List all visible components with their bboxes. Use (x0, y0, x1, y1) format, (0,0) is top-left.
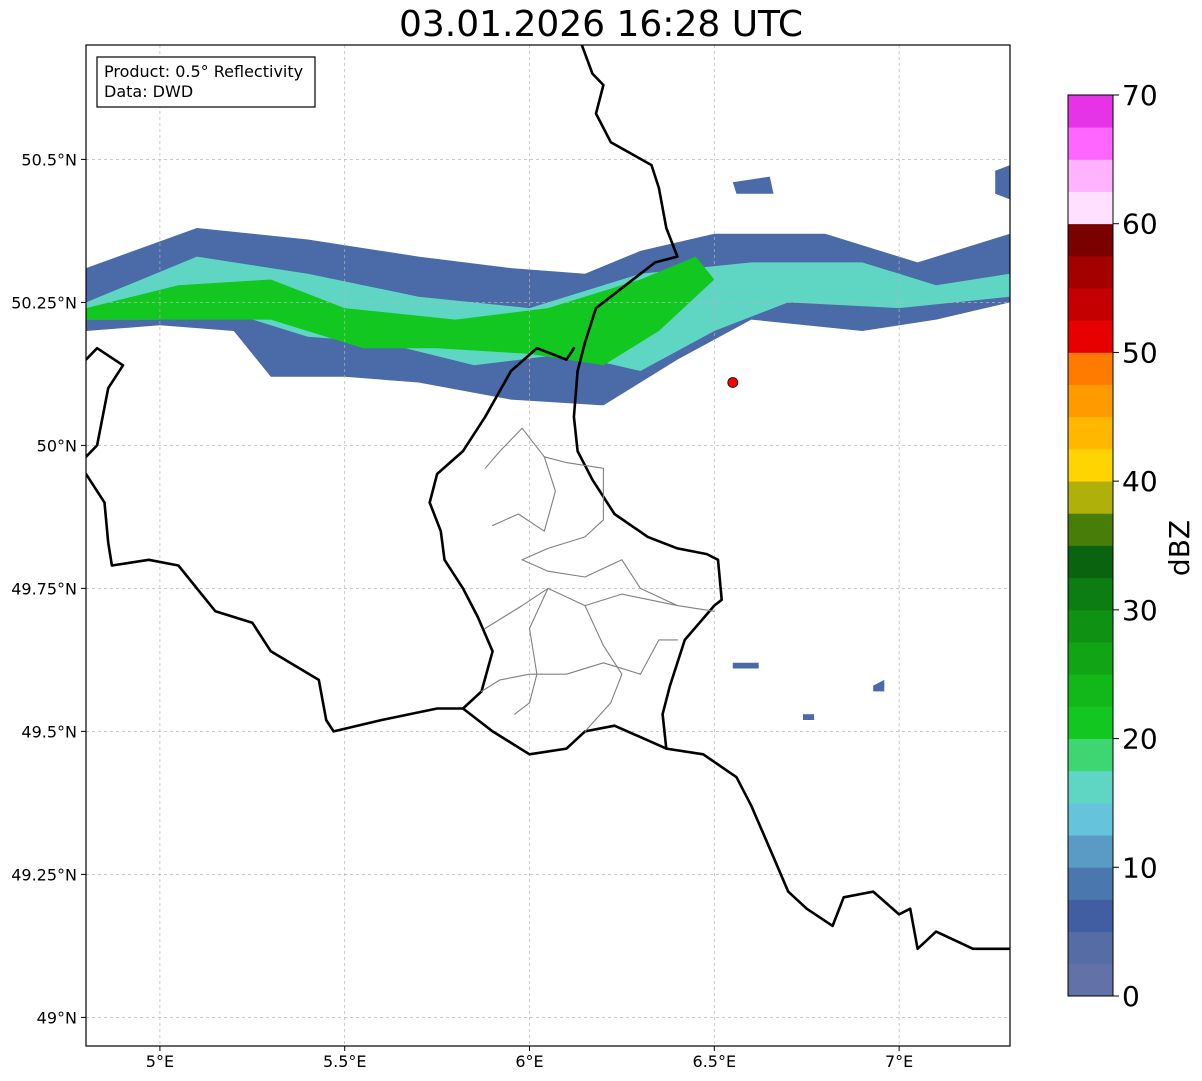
plot-frame (85, 44, 1011, 1047)
colorbar-segment (1068, 159, 1113, 192)
colorbar-segment (1068, 384, 1113, 418)
colorbar-segment (1068, 545, 1113, 579)
marker-layer (727, 377, 739, 388)
colorbar-segment (1068, 481, 1113, 514)
country-border (428, 346, 576, 710)
colorbar-tick-label: 70 (1122, 79, 1158, 112)
precip-area-light (732, 176, 774, 194)
colorbar-segment (1068, 448, 1113, 482)
colorbar: 0 10 20 30 40 50 60 70 (1067, 79, 1158, 1013)
colorbar-segment (1068, 577, 1113, 611)
colorbar-segment (1068, 867, 1113, 900)
lat-tick-label: 50.25°N (11, 293, 77, 312)
colorbar-segment (1068, 738, 1113, 772)
lon-tick-label: 7°E (885, 1052, 913, 1071)
colorbar-frame (1067, 94, 1114, 997)
colorbar-tick-label: 50 (1122, 336, 1158, 369)
colorbar-segment (1068, 416, 1113, 450)
colorbar-segment (1068, 642, 1113, 675)
colorbar-segment (1068, 288, 1113, 321)
precip-area-heavy (86, 256, 715, 366)
axis-ticks: 5°E 5.5°E 6°E 6.5°E 7°E 50.5°N 50.25°N 50°N 49.7… (11, 150, 913, 1071)
country-border (664, 747, 1010, 951)
colorbar-tick-label: 40 (1122, 465, 1158, 498)
colorbar-segment (1068, 223, 1113, 257)
colorbar-segment (1068, 770, 1113, 804)
admin-border (639, 639, 678, 675)
precip-area-light (732, 662, 759, 669)
colorbar-tick-label: 60 (1122, 208, 1158, 241)
precip-area-light (995, 165, 1010, 200)
colorbar-label: dBZ (1163, 520, 1196, 576)
info-box-frame (96, 56, 316, 108)
info-data-source: Data: DWD (104, 82, 193, 101)
colorbar-tick-label: 0 (1122, 980, 1140, 1013)
gridlines (86, 45, 1010, 1046)
map-title: 03.01.2026 16:28 UTC (398, 4, 804, 45)
colorbar-segment (1068, 802, 1113, 836)
colorbar-segment (1068, 191, 1113, 225)
lon-tick-label: 5.5°E (323, 1052, 367, 1071)
colorbar-segment (1068, 95, 1113, 128)
lat-tick-label: 49°N (37, 1008, 77, 1027)
country-border (86, 472, 668, 756)
colorbar-segment (1068, 674, 1113, 707)
location-marker (727, 377, 739, 388)
country-border (86, 346, 125, 459)
precip-area-light (873, 679, 885, 692)
admin-border (521, 456, 604, 561)
colorbar-segment (1068, 255, 1113, 289)
colorbar-segment (1068, 352, 1113, 386)
lon-tick-label: 5°E (146, 1052, 174, 1071)
admin-border (621, 559, 678, 607)
colorbar-segment (1068, 835, 1113, 868)
colorbar-segment (1068, 963, 1113, 997)
colorbar-segment (1068, 931, 1113, 965)
lat-tick-label: 50°N (37, 436, 77, 455)
admin-border (484, 427, 556, 532)
precipitation-layer (86, 165, 1010, 720)
lat-tick-label: 49.75°N (11, 579, 77, 598)
admin-border (521, 559, 623, 578)
colorbar-segment (1068, 609, 1113, 643)
colorbar-segment (1068, 127, 1113, 160)
colorbar-segment (1068, 513, 1113, 546)
colorbar-tick-label: 20 (1122, 723, 1158, 756)
lat-tick-label: 49.25°N (11, 865, 77, 884)
lon-tick-label: 6°E (515, 1052, 543, 1071)
lat-tick-label: 50.5°N (21, 150, 77, 169)
lat-tick-label: 49.5°N (21, 722, 77, 741)
plot-background (86, 45, 1010, 1046)
colorbar-segment (1068, 899, 1113, 933)
country-border (572, 45, 724, 750)
admin-border (480, 662, 641, 692)
colorbar-tick-label: 10 (1122, 851, 1158, 884)
borders-layer (86, 45, 1010, 951)
admin-border (584, 605, 623, 732)
info-product: Product: 0.5° Reflectivity (104, 62, 303, 81)
colorbar-segment (1068, 706, 1113, 739)
info-box: Product: 0.5° Reflectivity Data: DWD (96, 56, 316, 108)
lon-tick-label: 6.5°E (693, 1052, 737, 1071)
precip-area-light (803, 714, 815, 720)
colorbar-segment (1068, 320, 1113, 353)
colorbar-tick-label: 30 (1122, 594, 1158, 627)
